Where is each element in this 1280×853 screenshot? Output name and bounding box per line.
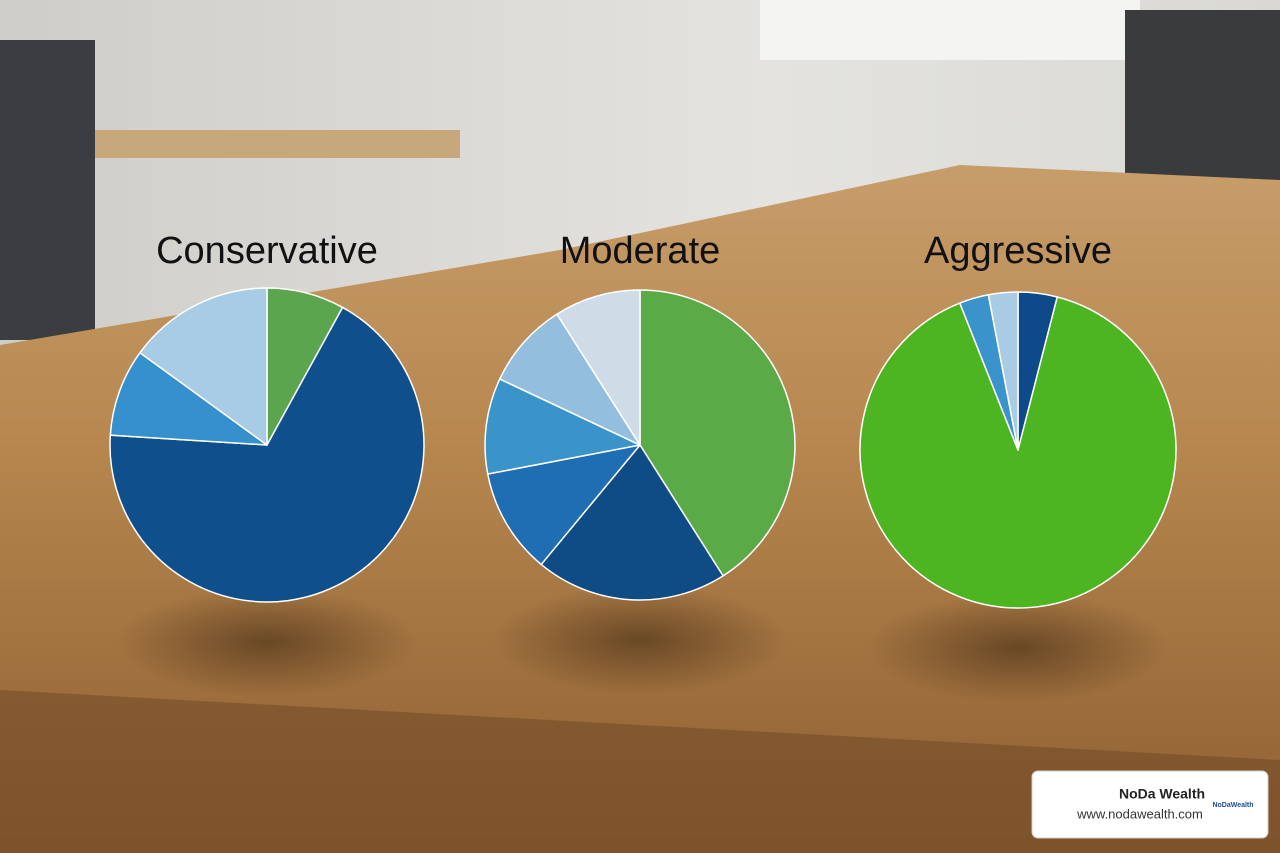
pie-slice [540,444,724,601]
pie-slice [109,306,425,603]
chart-title: Aggressive [924,230,1112,272]
watermark-box [1031,770,1269,839]
pie-slice [639,289,796,577]
watermark-name: NoDa Wealth [1119,786,1205,802]
chart-title: Moderate [560,230,721,272]
pie-shadow [867,593,1169,703]
pie-slice [859,296,1177,609]
chart-title: Conservative [156,230,378,272]
pie-slice [987,291,1019,451]
pie-shadow [117,587,417,697]
chair [0,40,95,340]
pie-slice [486,444,641,566]
charts: Conservative Moderate Aggressive [109,230,1177,703]
window [760,0,1140,60]
pie-shadow [492,585,788,695]
shelf [60,130,460,158]
pie-slice [109,351,268,446]
watermark: NoDa Wealth www.nodawealth.com NoDaWealt… [1031,770,1269,839]
pie-slice [139,287,268,446]
watermark-url: www.nodawealth.com [1076,806,1203,821]
watermark-logo: NoDaWealth [1212,802,1253,809]
pie-slice [484,378,641,475]
table-edge [0,690,1280,853]
pie-slice [556,289,641,446]
pie-slice [499,313,641,446]
